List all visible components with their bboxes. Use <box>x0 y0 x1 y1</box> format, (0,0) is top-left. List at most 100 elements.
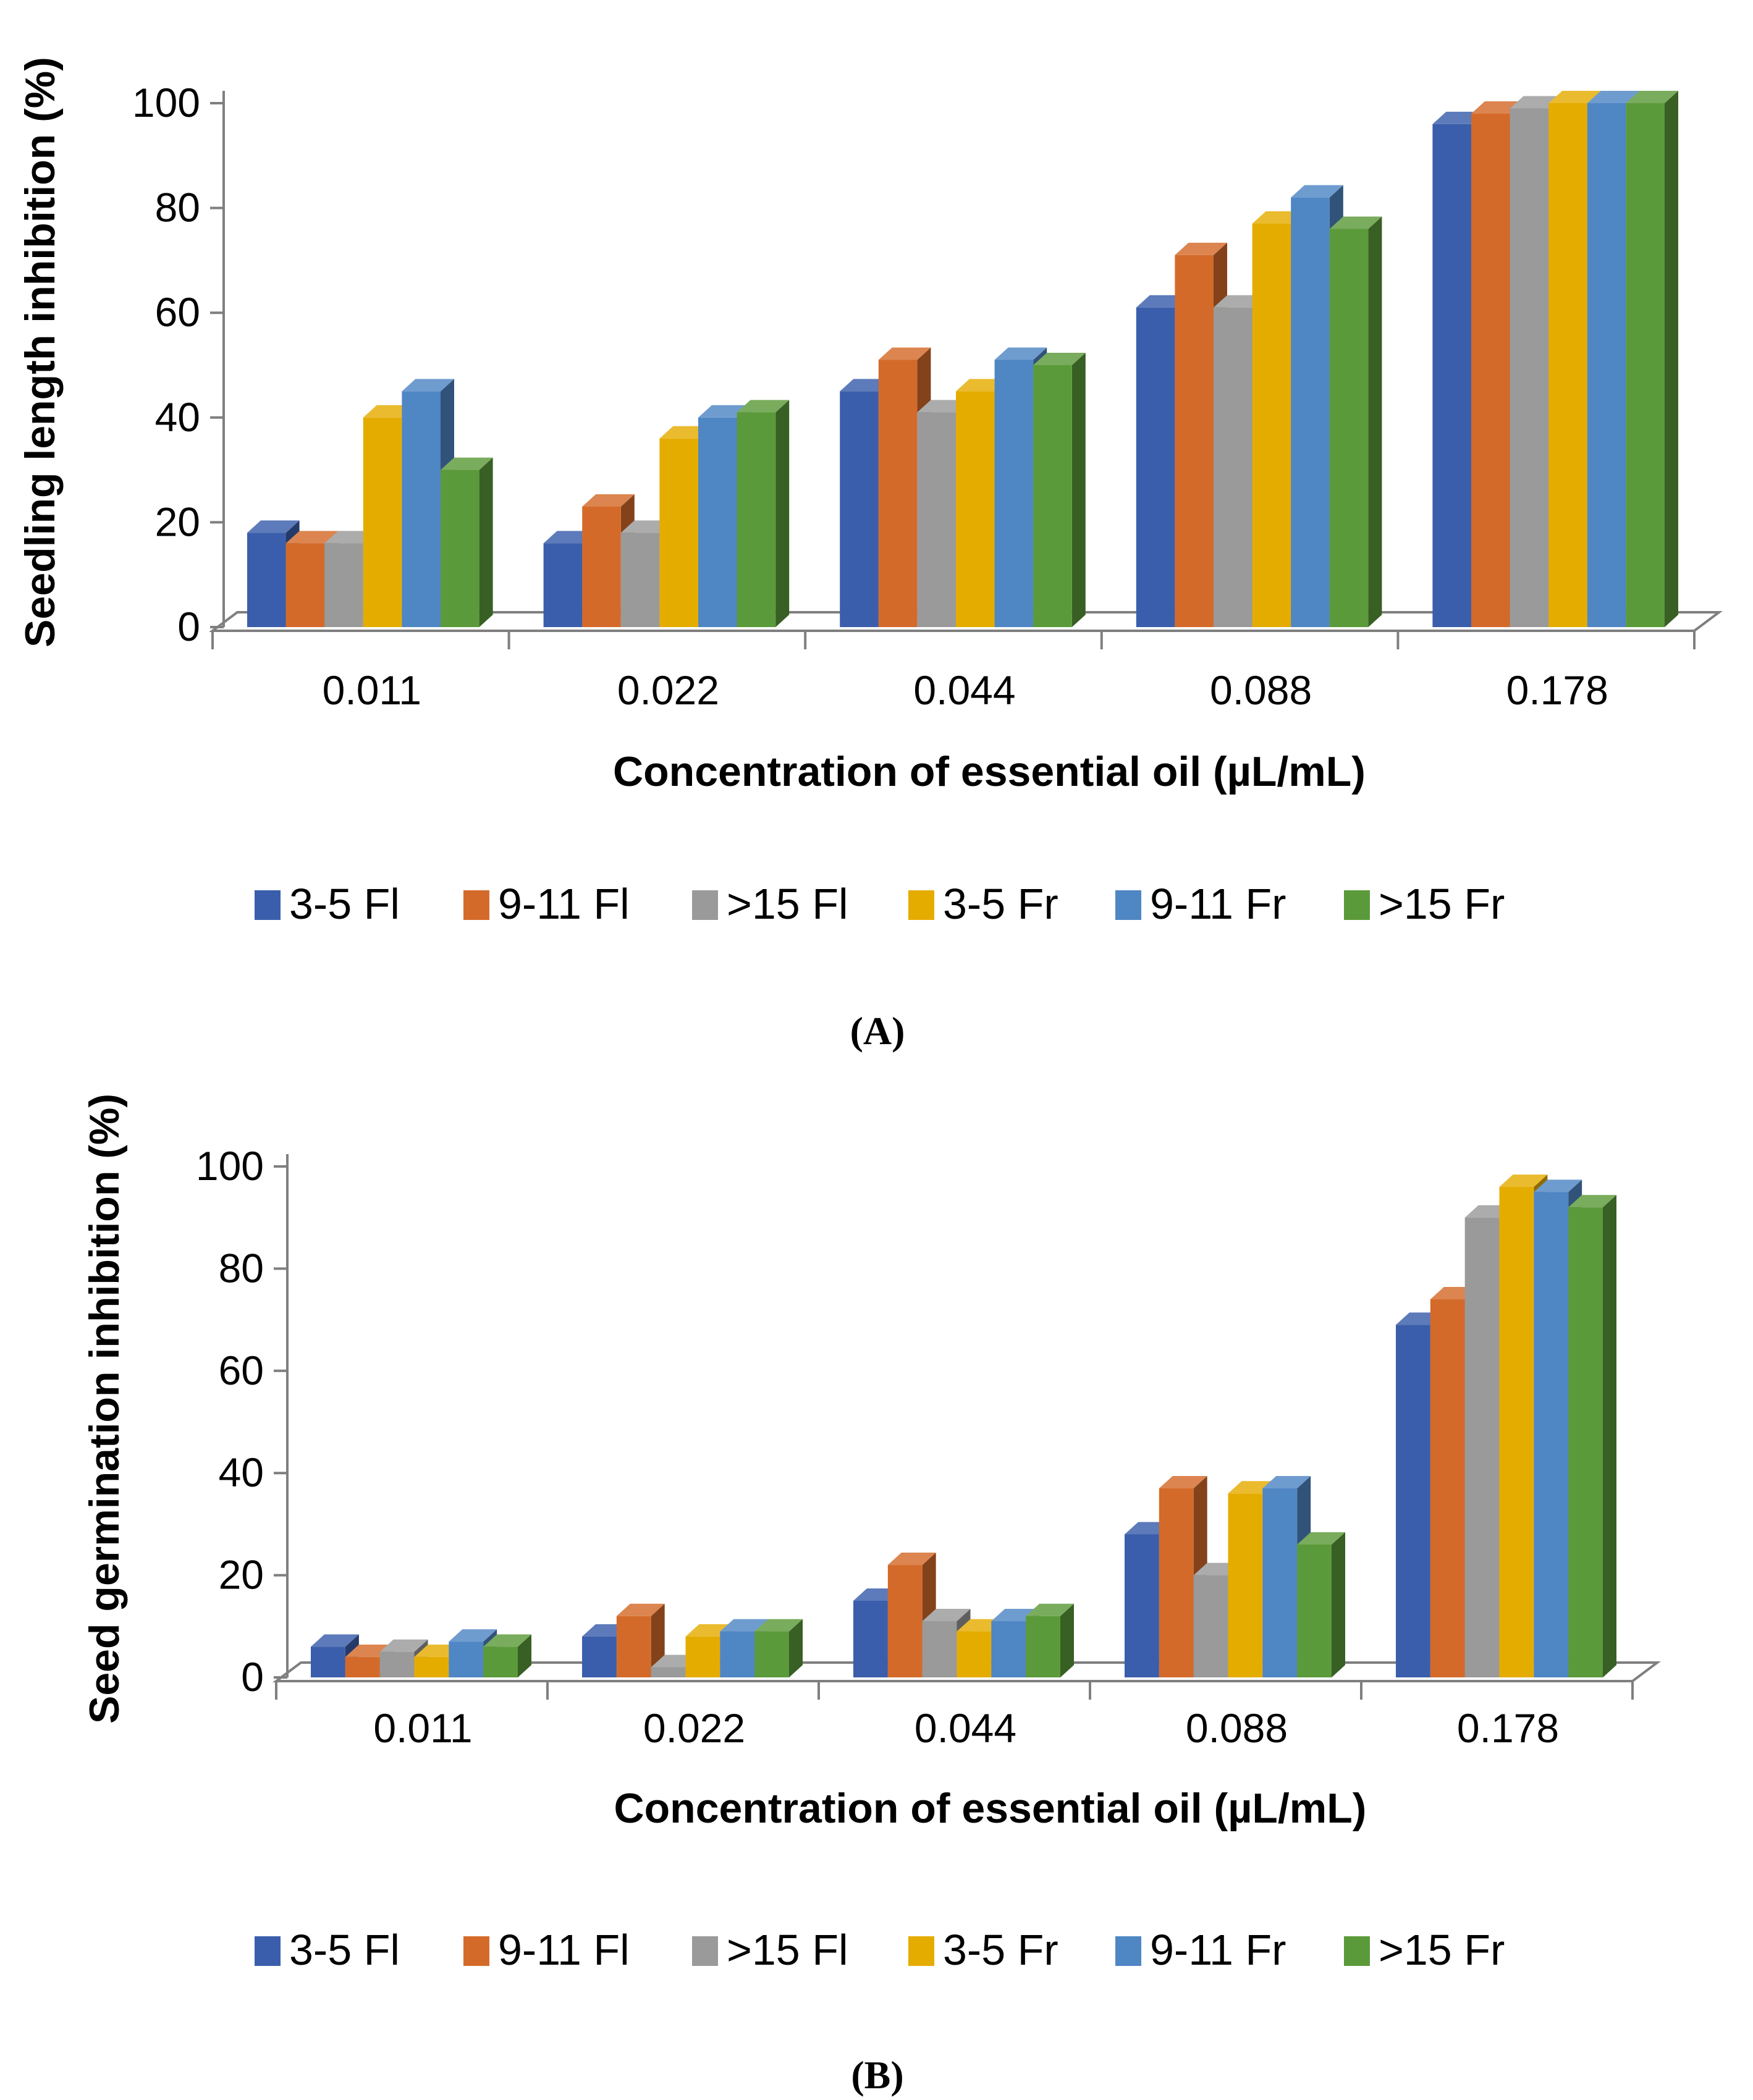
bar-side <box>1368 216 1382 627</box>
bar-front <box>285 543 325 627</box>
bar-front <box>1396 1325 1430 1677</box>
bar-front <box>957 1631 992 1677</box>
bar-top <box>922 1609 971 1622</box>
bar-front <box>659 438 698 627</box>
bar-front <box>1252 224 1291 627</box>
y-tick-label: 0 <box>241 1654 264 1700</box>
legend: 3-5 Fl 9-11 Fl >15 Fl 3-5 Fr 9-11 Fr >15 Fr <box>255 880 1505 928</box>
y-tick-label: 40 <box>155 394 200 440</box>
bar <box>441 457 493 627</box>
bar-front <box>685 1636 720 1677</box>
bar-top <box>1175 242 1227 255</box>
y-tick-label: 100 <box>196 1143 264 1189</box>
legend: 3-5 Fl 9-11 Fl >15 Fl 3-5 Fr 9-11 Fr >15 Fr <box>255 1926 1505 1974</box>
bar-top <box>616 1603 665 1616</box>
bar-top <box>1329 216 1382 229</box>
y-tick-label: 0 <box>177 604 200 649</box>
chart-panel-b: 0 20 40 60 80 100 0.011 0.022 0.044 0.088 0.178 Con… <box>81 1094 1661 2097</box>
y-tick-label: 80 <box>155 185 200 230</box>
x-tick-label: 0.088 <box>1186 1705 1288 1751</box>
bar <box>1033 353 1086 627</box>
bar-front <box>345 1656 380 1677</box>
chart-panel-a: 0 20 40 60 80 100 0.011 0.022 0.044 0.088 0.178 Con… <box>17 57 1723 1053</box>
bar-top <box>582 494 635 507</box>
bar-front <box>651 1667 686 1677</box>
legend-label: 3-5 Fl <box>289 880 400 928</box>
bar <box>737 400 790 627</box>
x-tick-label: 0.044 <box>915 1705 1016 1751</box>
legend-label: 9-11 Fr <box>1150 880 1286 928</box>
bar <box>1026 1603 1074 1677</box>
bar-front <box>1159 1488 1194 1677</box>
bar-front <box>922 1621 957 1677</box>
legend-swatch <box>463 890 489 920</box>
legend-label: >15 Fl <box>727 880 848 928</box>
legend-swatch <box>1115 890 1141 920</box>
bar-front <box>582 506 621 627</box>
legend-swatch <box>908 1936 934 1966</box>
bar-front <box>1587 103 1626 627</box>
bar-front <box>698 417 737 627</box>
bar-front <box>1214 307 1252 628</box>
bar-front <box>616 1616 651 1677</box>
bar-side <box>775 400 790 627</box>
bar-top <box>1626 91 1678 103</box>
panel-label: (B) <box>851 2053 903 2097</box>
bar-front <box>402 391 441 627</box>
bar-top <box>1291 185 1343 198</box>
bar-side <box>1665 91 1678 627</box>
y-tick-label: 100 <box>132 80 200 125</box>
bar-front <box>363 417 402 627</box>
bar-top <box>720 1619 769 1632</box>
bar-top <box>1499 1174 1548 1187</box>
x-tick-label: 0.044 <box>913 667 1015 713</box>
bar-top <box>1297 1532 1345 1545</box>
bar-side <box>1071 353 1086 627</box>
bar-top <box>1587 91 1640 103</box>
bar-front <box>840 391 879 627</box>
bar-front <box>449 1642 484 1677</box>
bar-top <box>402 379 454 392</box>
legend-label: >15 Fl <box>727 1926 848 1974</box>
y-tick-label: 40 <box>219 1449 264 1495</box>
y-tick-label: 20 <box>219 1552 264 1598</box>
bar-top <box>994 347 1047 360</box>
bar-front <box>1548 103 1587 627</box>
bar-front <box>1534 1192 1569 1677</box>
bar-front <box>853 1600 888 1677</box>
bar-top <box>247 520 300 533</box>
bar-front <box>1193 1575 1228 1677</box>
bar-top <box>285 531 339 544</box>
bar-top <box>1262 1476 1311 1489</box>
bar-side <box>518 1634 531 1677</box>
bar-front <box>1026 1616 1060 1677</box>
bar-top <box>1033 353 1086 365</box>
bar-front <box>483 1647 518 1677</box>
y-tick-label: 20 <box>155 499 200 544</box>
bar-front <box>414 1656 449 1677</box>
legend-label: 3-5 Fl <box>289 1926 400 1974</box>
bar-side <box>789 1619 803 1677</box>
bar-top <box>754 1619 803 1632</box>
bar-front <box>1262 1488 1298 1677</box>
legend-swatch <box>1115 1936 1141 1966</box>
bar-front <box>737 412 776 627</box>
bar-front <box>1499 1187 1534 1677</box>
y-axis-title: Seedling length inhibition (%) <box>17 57 64 647</box>
bar-front <box>1291 197 1330 627</box>
y-tick-label: 60 <box>155 289 200 335</box>
bar-top <box>878 347 931 360</box>
bar-top <box>1026 1603 1074 1616</box>
bar-top <box>887 1553 936 1566</box>
bar-side <box>1603 1195 1616 1677</box>
x-tick-label: 0.022 <box>643 1705 745 1751</box>
bar-front <box>1175 255 1214 627</box>
bar-front <box>878 360 918 627</box>
bar-top <box>1568 1195 1616 1208</box>
bar-front <box>1033 365 1072 627</box>
bar-front <box>994 360 1034 627</box>
bar-front <box>1510 108 1549 628</box>
bar-front <box>1228 1493 1263 1677</box>
x-tick-label: 0.088 <box>1210 667 1312 713</box>
